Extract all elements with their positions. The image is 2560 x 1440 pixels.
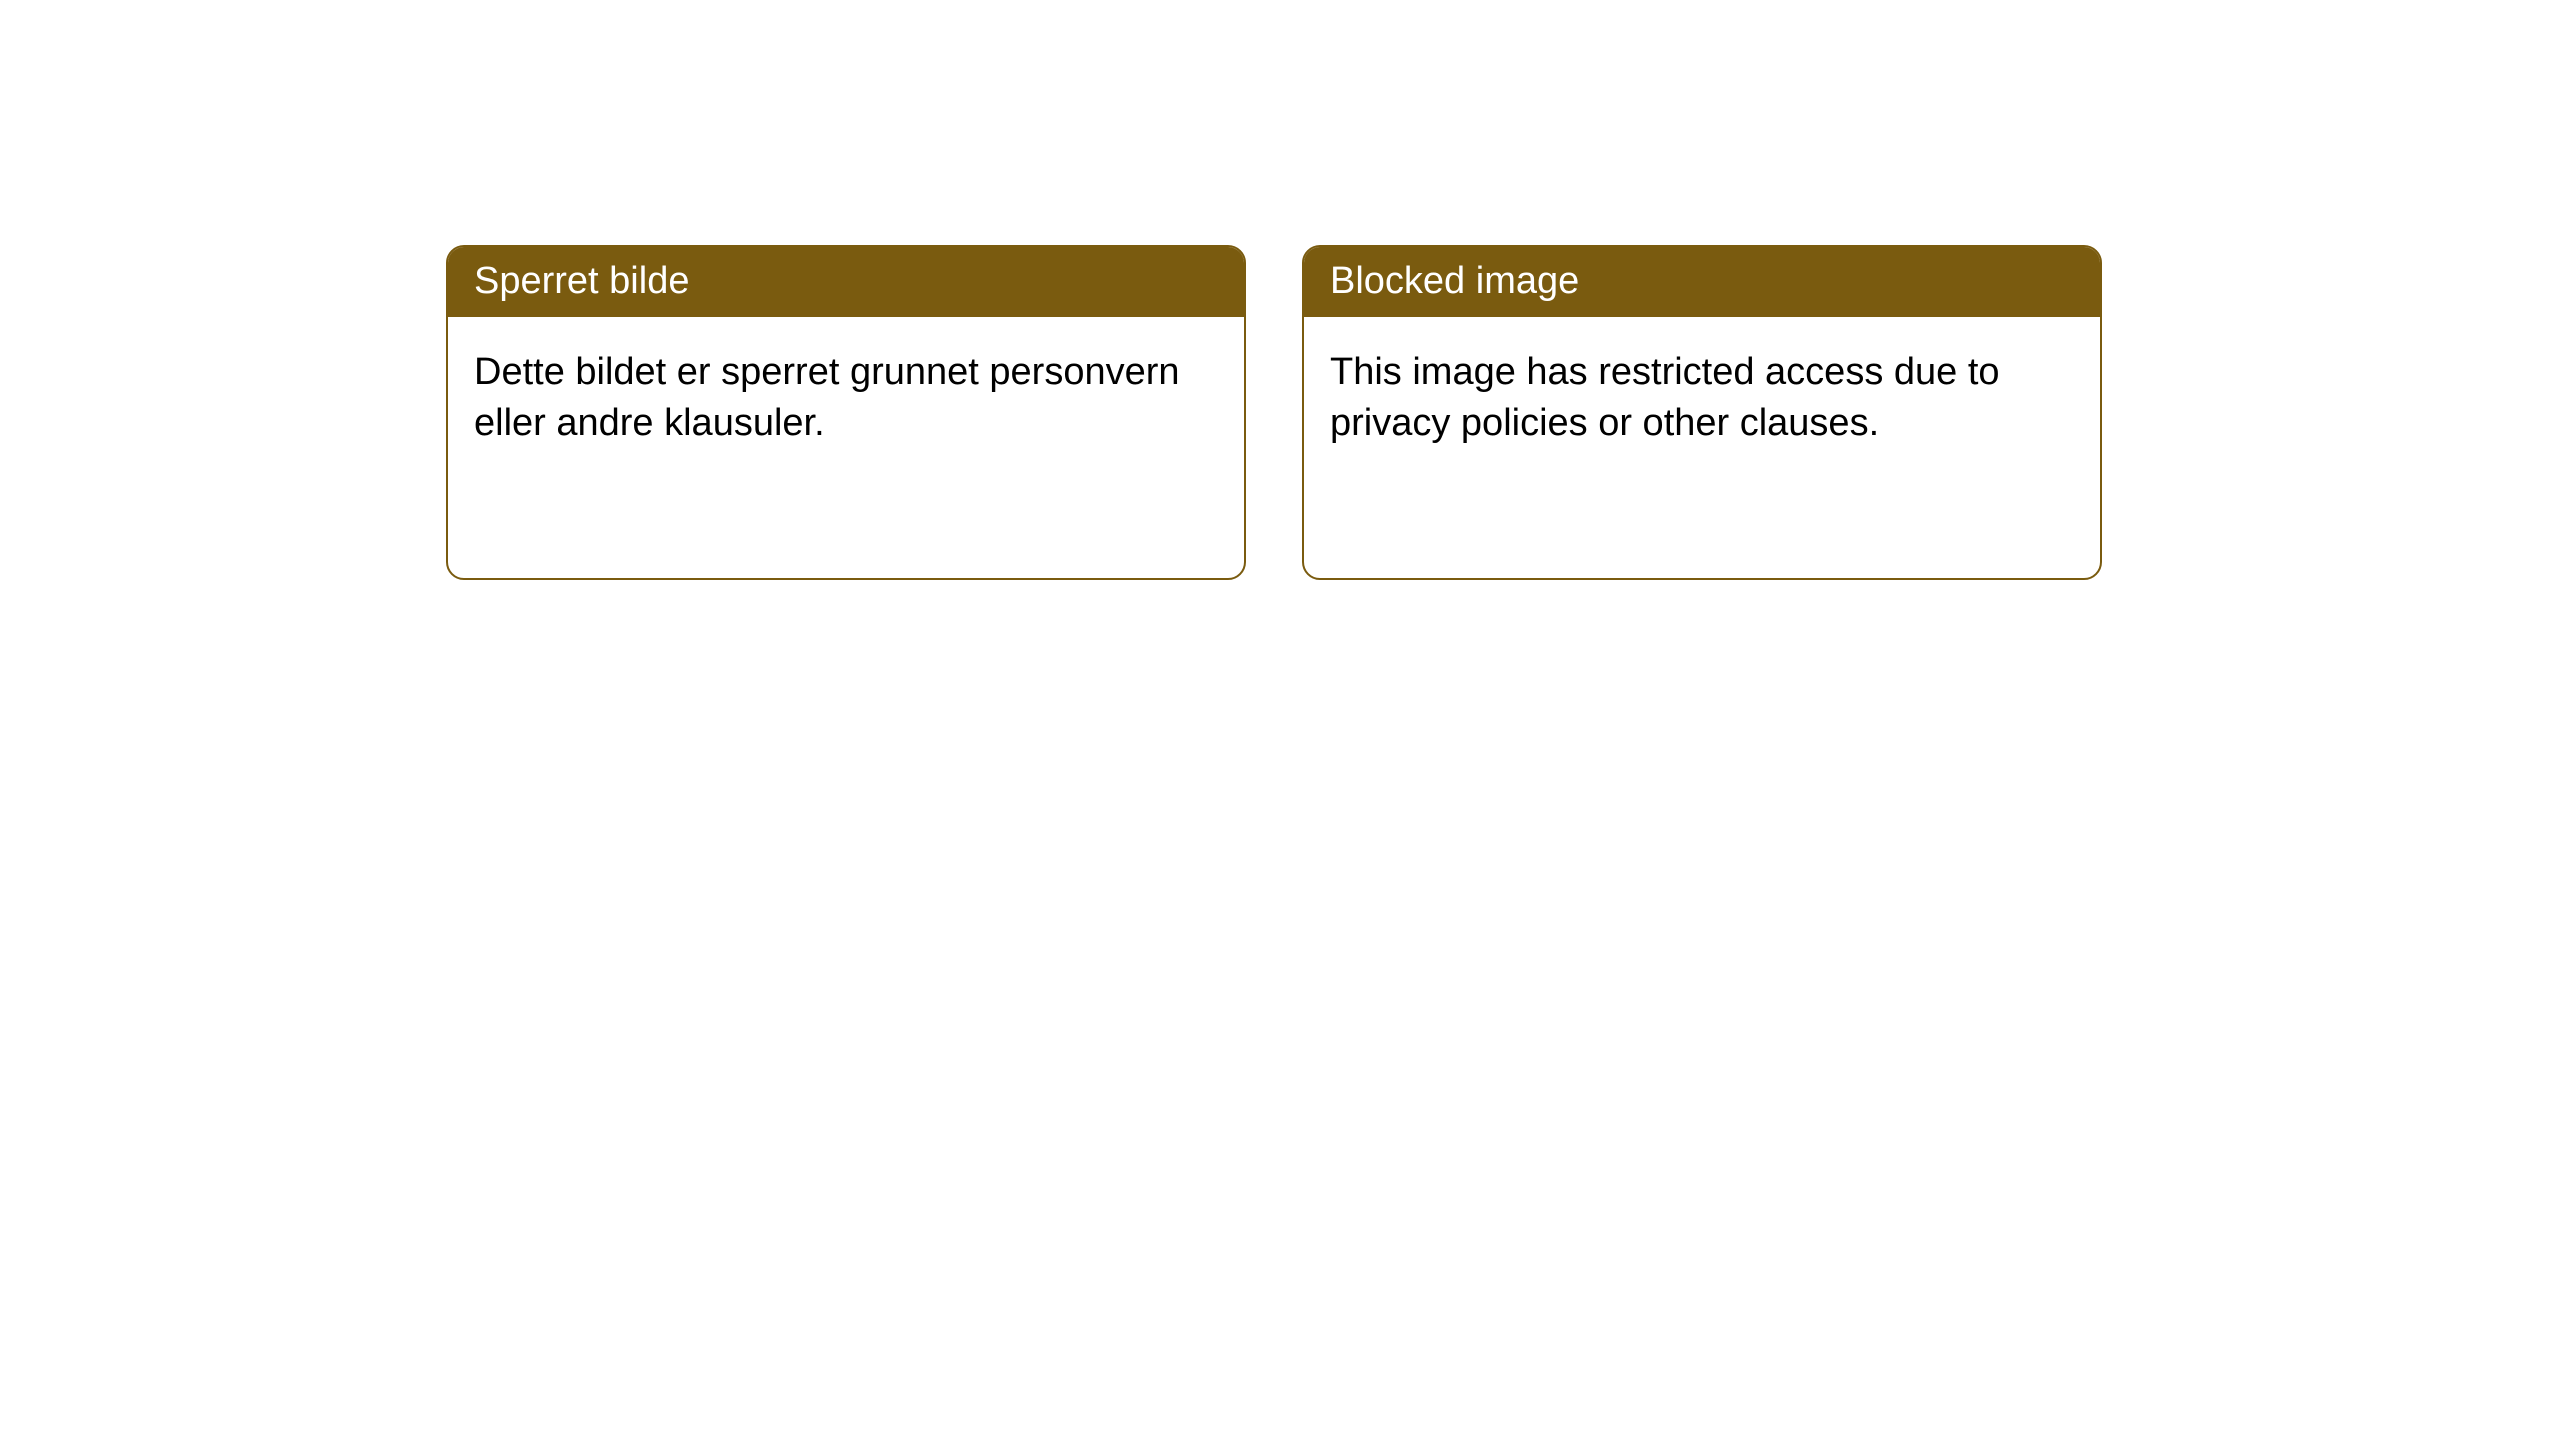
- notice-title: Sperret bilde: [474, 260, 689, 302]
- notice-header: Blocked image: [1304, 247, 2100, 317]
- notice-body-text: Dette bildet er sperret grunnet personve…: [474, 351, 1180, 444]
- notice-header: Sperret bilde: [448, 247, 1244, 317]
- notice-body-text: This image has restricted access due to …: [1330, 351, 2000, 444]
- notice-cards-container: Sperret bilde Dette bildet er sperret gr…: [0, 0, 2560, 580]
- notice-card-norwegian: Sperret bilde Dette bildet er sperret gr…: [446, 245, 1246, 580]
- notice-card-english: Blocked image This image has restricted …: [1302, 245, 2102, 580]
- notice-title: Blocked image: [1330, 260, 1579, 302]
- notice-body: Dette bildet er sperret grunnet personve…: [448, 317, 1244, 480]
- notice-body: This image has restricted access due to …: [1304, 317, 2100, 480]
